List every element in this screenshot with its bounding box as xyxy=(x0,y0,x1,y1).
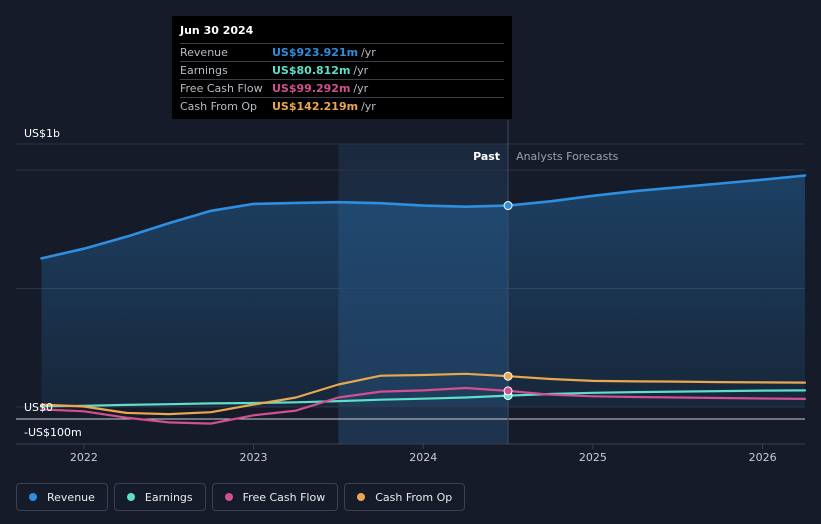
x-tick-label: 2024 xyxy=(409,451,437,464)
tooltip-value: US$142.219m xyxy=(272,100,359,113)
series-line-cash-from-op xyxy=(40,372,807,416)
forecast-label: Analysts Forecasts xyxy=(516,150,619,163)
legend-label: Revenue xyxy=(47,490,95,504)
legend: Revenue Earnings Free Cash Flow Cash Fro… xyxy=(16,483,466,511)
series-line-earnings xyxy=(40,389,807,408)
tooltip-date: Jun 30 2024 xyxy=(180,24,254,37)
series-line-revenue xyxy=(40,174,807,260)
tooltip-row-earnings: Earnings US$80.812m /yr xyxy=(180,61,504,79)
x-tick-label: 2023 xyxy=(240,451,268,464)
legend-item-free-cash-flow[interactable]: Free Cash Flow xyxy=(211,483,339,511)
series-area-revenue xyxy=(41,175,805,407)
tooltip-label: Revenue xyxy=(180,46,228,59)
legend-item-earnings[interactable]: Earnings xyxy=(113,483,206,511)
tooltip-value: US$80.812m xyxy=(272,64,351,77)
legend-item-cash-from-op[interactable]: Cash From Op xyxy=(344,483,466,511)
legend-label: Free Cash Flow xyxy=(242,490,326,504)
legend-item-revenue[interactable]: Revenue xyxy=(16,483,108,511)
x-tick-label: 2022 xyxy=(70,451,98,464)
tooltip-unit: /yr xyxy=(353,82,369,95)
tooltip-unit: /yr xyxy=(361,100,376,113)
tooltip-unit: /yr xyxy=(353,64,369,77)
tooltip-row-revenue: Revenue US$923.921m /yr xyxy=(180,43,504,61)
highlight-point-revenue xyxy=(503,201,513,211)
y-label-top: US$1b xyxy=(24,127,60,140)
past-label: Past xyxy=(473,150,500,163)
tooltip: Jun 30 2024 Revenue US$923.921m /yr Earn… xyxy=(172,16,512,119)
tooltip-value: US$923.921m xyxy=(272,46,359,59)
tooltip-value: US$99.292m xyxy=(272,82,351,95)
tooltip-label: Cash From Op xyxy=(180,100,258,113)
y-label-zero: US$0 xyxy=(24,401,53,414)
highlight-point-cash-from-op xyxy=(503,371,513,381)
legend-dot-icon xyxy=(29,493,37,501)
legend-dot-icon xyxy=(357,493,366,501)
legend-dot-icon xyxy=(224,493,233,501)
series-line-free-cash-flow xyxy=(40,386,807,425)
legend-label: Cash From Op xyxy=(375,490,453,504)
tooltip-label: Earnings xyxy=(180,64,228,77)
x-tick-label: 2026 xyxy=(749,451,777,464)
legend-dot-icon xyxy=(126,493,135,501)
y-label-bottom: -US$100m xyxy=(24,426,82,439)
highlight-point-free-cash-flow xyxy=(503,386,513,396)
tooltip-row-free-cash-flow: Free Cash Flow US$99.292m /yr xyxy=(180,79,504,97)
tooltip-label: Free Cash Flow xyxy=(180,82,263,95)
legend-label: Earnings xyxy=(144,490,193,504)
tooltip-row-cash-from-op: Cash From Op US$142.219m /yr xyxy=(180,97,504,115)
tooltip-unit: /yr xyxy=(361,46,376,59)
x-tick-label: 2025 xyxy=(579,451,607,464)
